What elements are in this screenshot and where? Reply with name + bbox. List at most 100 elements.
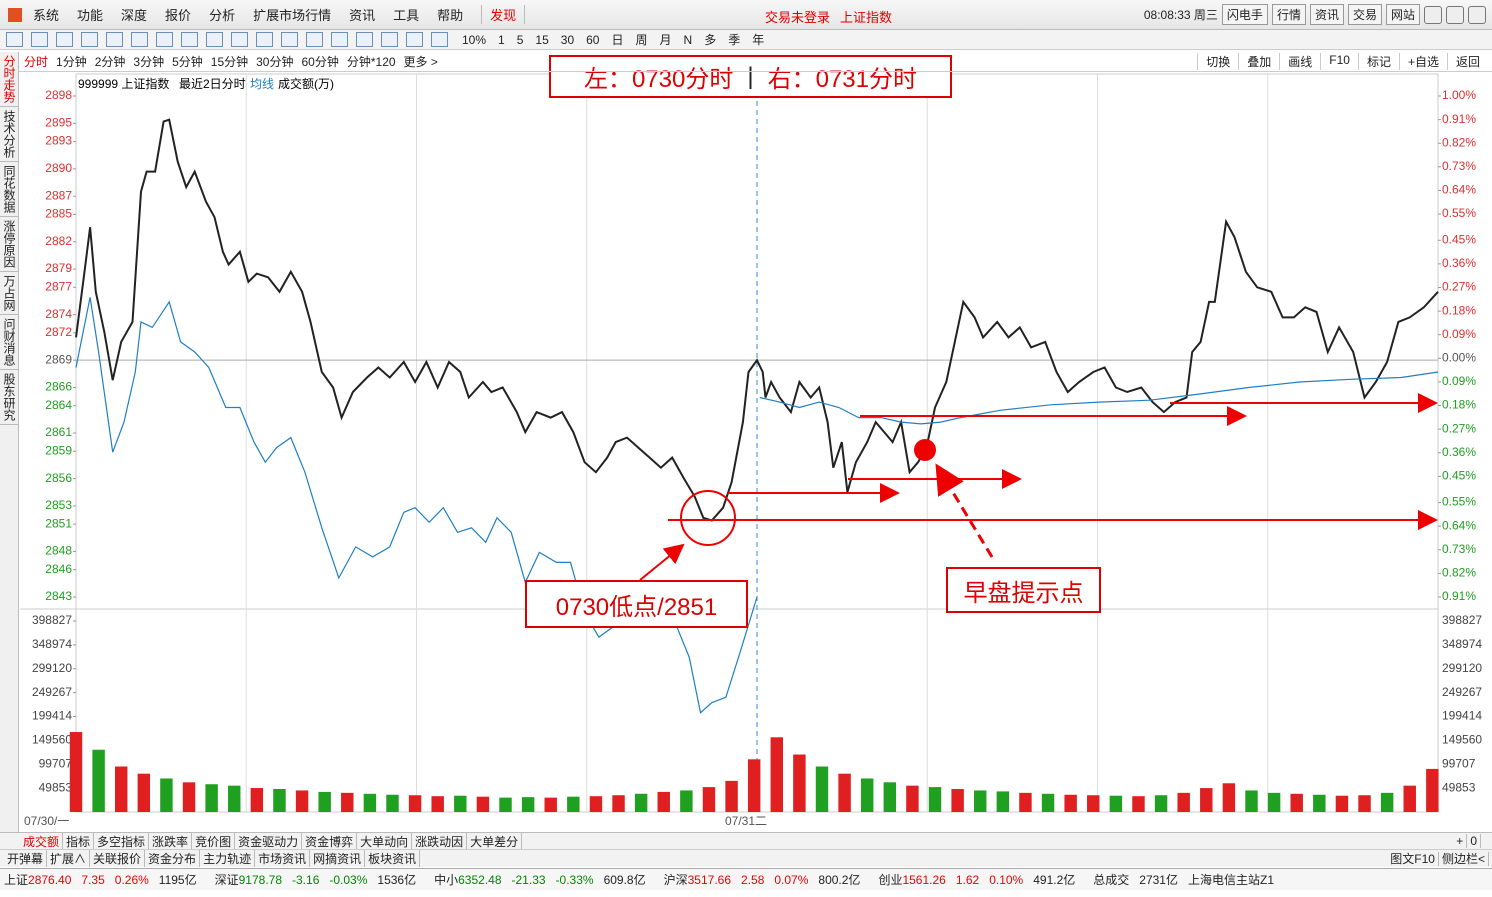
- tool-icon[interactable]: [131, 32, 148, 47]
- menu-item[interactable]: 扩展市场行情: [253, 8, 332, 23]
- tool-item[interactable]: 年: [752, 33, 765, 47]
- tab[interactable]: 成交额: [20, 832, 64, 850]
- menu-item[interactable]: 资讯: [349, 8, 376, 23]
- menu-item[interactable]: 功能: [77, 8, 104, 23]
- volume-bar: [521, 797, 535, 812]
- side-tab[interactable]: 技术分析: [0, 107, 18, 162]
- top-button[interactable]: 闪电手: [1221, 4, 1268, 25]
- tab-right[interactable]: 0: [1467, 834, 1481, 848]
- tool-icon[interactable]: [431, 32, 448, 47]
- tab-right[interactable]: 侧边栏<: [1438, 852, 1489, 866]
- tab[interactable]: 大单动向: [357, 832, 413, 850]
- window-button[interactable]: [1468, 5, 1486, 24]
- menu-item[interactable]: 报价: [165, 8, 192, 23]
- tool-icon[interactable]: [306, 32, 323, 47]
- side-tab[interactable]: 万占网: [0, 272, 18, 315]
- right-tool[interactable]: 返回: [1446, 53, 1488, 70]
- period[interactable]: 更多 >: [403, 55, 438, 69]
- tool-item[interactable]: 1: [498, 32, 505, 47]
- right-tool[interactable]: 画线: [1279, 53, 1320, 70]
- tool-item[interactable]: 5: [516, 32, 524, 47]
- tab[interactable]: 指标: [63, 832, 95, 850]
- top-button[interactable]: 行情: [1271, 4, 1306, 25]
- tool-icon[interactable]: [281, 32, 298, 47]
- tab[interactable]: 涨跌动因: [412, 832, 468, 850]
- period[interactable]: 分钟*120: [346, 55, 396, 69]
- side-tab[interactable]: 分时走势: [0, 52, 18, 107]
- menu-item[interactable]: 分析: [209, 8, 236, 23]
- right-tool[interactable]: 标记: [1357, 53, 1399, 70]
- right-tool[interactable]: 叠加: [1238, 53, 1279, 70]
- right-tool[interactable]: F10: [1320, 53, 1358, 70]
- period[interactable]: 60分钟: [301, 55, 339, 69]
- tab-right[interactable]: +: [1453, 834, 1468, 848]
- tool-icon[interactable]: [81, 32, 98, 47]
- period[interactable]: 5分钟: [172, 55, 203, 69]
- period[interactable]: 1分钟: [56, 55, 87, 69]
- right-tool[interactable]: +自选: [1398, 53, 1447, 70]
- tool-item[interactable]: 15: [535, 32, 549, 47]
- menu-item[interactable]: 工具: [393, 8, 420, 23]
- period[interactable]: 3分钟: [133, 55, 165, 69]
- volume-bar: [386, 794, 399, 812]
- tab-right[interactable]: 图文F10: [1387, 852, 1439, 866]
- tab[interactable]: 开弹幕: [4, 850, 48, 867]
- tool-icon[interactable]: [181, 32, 198, 47]
- top-button[interactable]: 交易: [1347, 4, 1382, 25]
- y-tick-label: 2874: [45, 307, 72, 321]
- tool-item[interactable]: 季: [728, 33, 741, 47]
- period[interactable]: 15分钟: [210, 55, 249, 69]
- window-button[interactable]: [1446, 5, 1464, 24]
- tool-icon[interactable]: [6, 32, 23, 47]
- tool-icon[interactable]: [106, 32, 123, 47]
- tab[interactable]: 资金分布: [145, 850, 201, 867]
- tab[interactable]: 扩展∧: [47, 850, 91, 867]
- tool-item[interactable]: 日: [611, 33, 624, 47]
- tab[interactable]: 竞价图: [192, 832, 236, 850]
- tool-item[interactable]: N: [683, 32, 693, 47]
- tab[interactable]: 大单差分: [467, 832, 523, 850]
- tool-icon[interactable]: [156, 32, 173, 47]
- tool-item[interactable]: 10%: [462, 32, 487, 47]
- tool-icon[interactable]: [256, 32, 273, 47]
- tool-icon[interactable]: [331, 32, 348, 47]
- index-quote: 沪深3517.66 2.58 0.07% 800.2亿: [664, 871, 871, 888]
- tool-icon[interactable]: [231, 32, 248, 47]
- side-tab[interactable]: 股东研究: [0, 370, 18, 425]
- top-button[interactable]: 网站: [1385, 4, 1420, 25]
- tool-icon[interactable]: [406, 32, 423, 47]
- tool-item[interactable]: 周: [635, 33, 648, 47]
- tab[interactable]: 涨跌率: [149, 832, 193, 850]
- tab[interactable]: 多空指标: [94, 832, 150, 850]
- top-button[interactable]: 资讯: [1309, 4, 1344, 25]
- tab[interactable]: 板块资讯: [365, 850, 421, 867]
- tool-item[interactable]: 月: [659, 33, 672, 47]
- period[interactable]: 分时: [24, 55, 49, 69]
- period[interactable]: 30分钟: [256, 55, 294, 69]
- tab[interactable]: 网摘资讯: [310, 850, 366, 867]
- tool-item[interactable]: 多: [704, 33, 717, 47]
- tool-icon[interactable]: [381, 32, 398, 47]
- side-tab[interactable]: 涨停原因: [0, 217, 18, 272]
- volume-bar: [567, 796, 580, 812]
- right-tool[interactable]: 切换: [1197, 53, 1238, 70]
- tab[interactable]: 资金博弈: [302, 832, 358, 850]
- tool-item[interactable]: 60: [586, 32, 600, 47]
- menu-item[interactable]: 发现: [481, 5, 526, 24]
- menu-item[interactable]: 系统: [33, 8, 60, 23]
- tool-item[interactable]: 30: [560, 32, 575, 47]
- tab[interactable]: 关联报价: [90, 850, 146, 867]
- tab[interactable]: 主力轨迹: [200, 850, 256, 867]
- window-button[interactable]: [1424, 5, 1442, 24]
- tool-icon[interactable]: [31, 32, 48, 47]
- period[interactable]: 2分钟: [94, 55, 126, 69]
- menu-item[interactable]: 深度: [121, 8, 148, 23]
- tool-icon[interactable]: [56, 32, 73, 47]
- tool-icon[interactable]: [206, 32, 223, 47]
- side-tab[interactable]: 同花数据: [0, 162, 18, 217]
- tab[interactable]: 市场资讯: [255, 850, 311, 867]
- tab[interactable]: 资金驱动力: [235, 832, 303, 850]
- tool-icon[interactable]: [356, 32, 373, 47]
- side-tab[interactable]: 问财消息: [0, 315, 18, 370]
- menu-item[interactable]: 帮助: [437, 8, 464, 23]
